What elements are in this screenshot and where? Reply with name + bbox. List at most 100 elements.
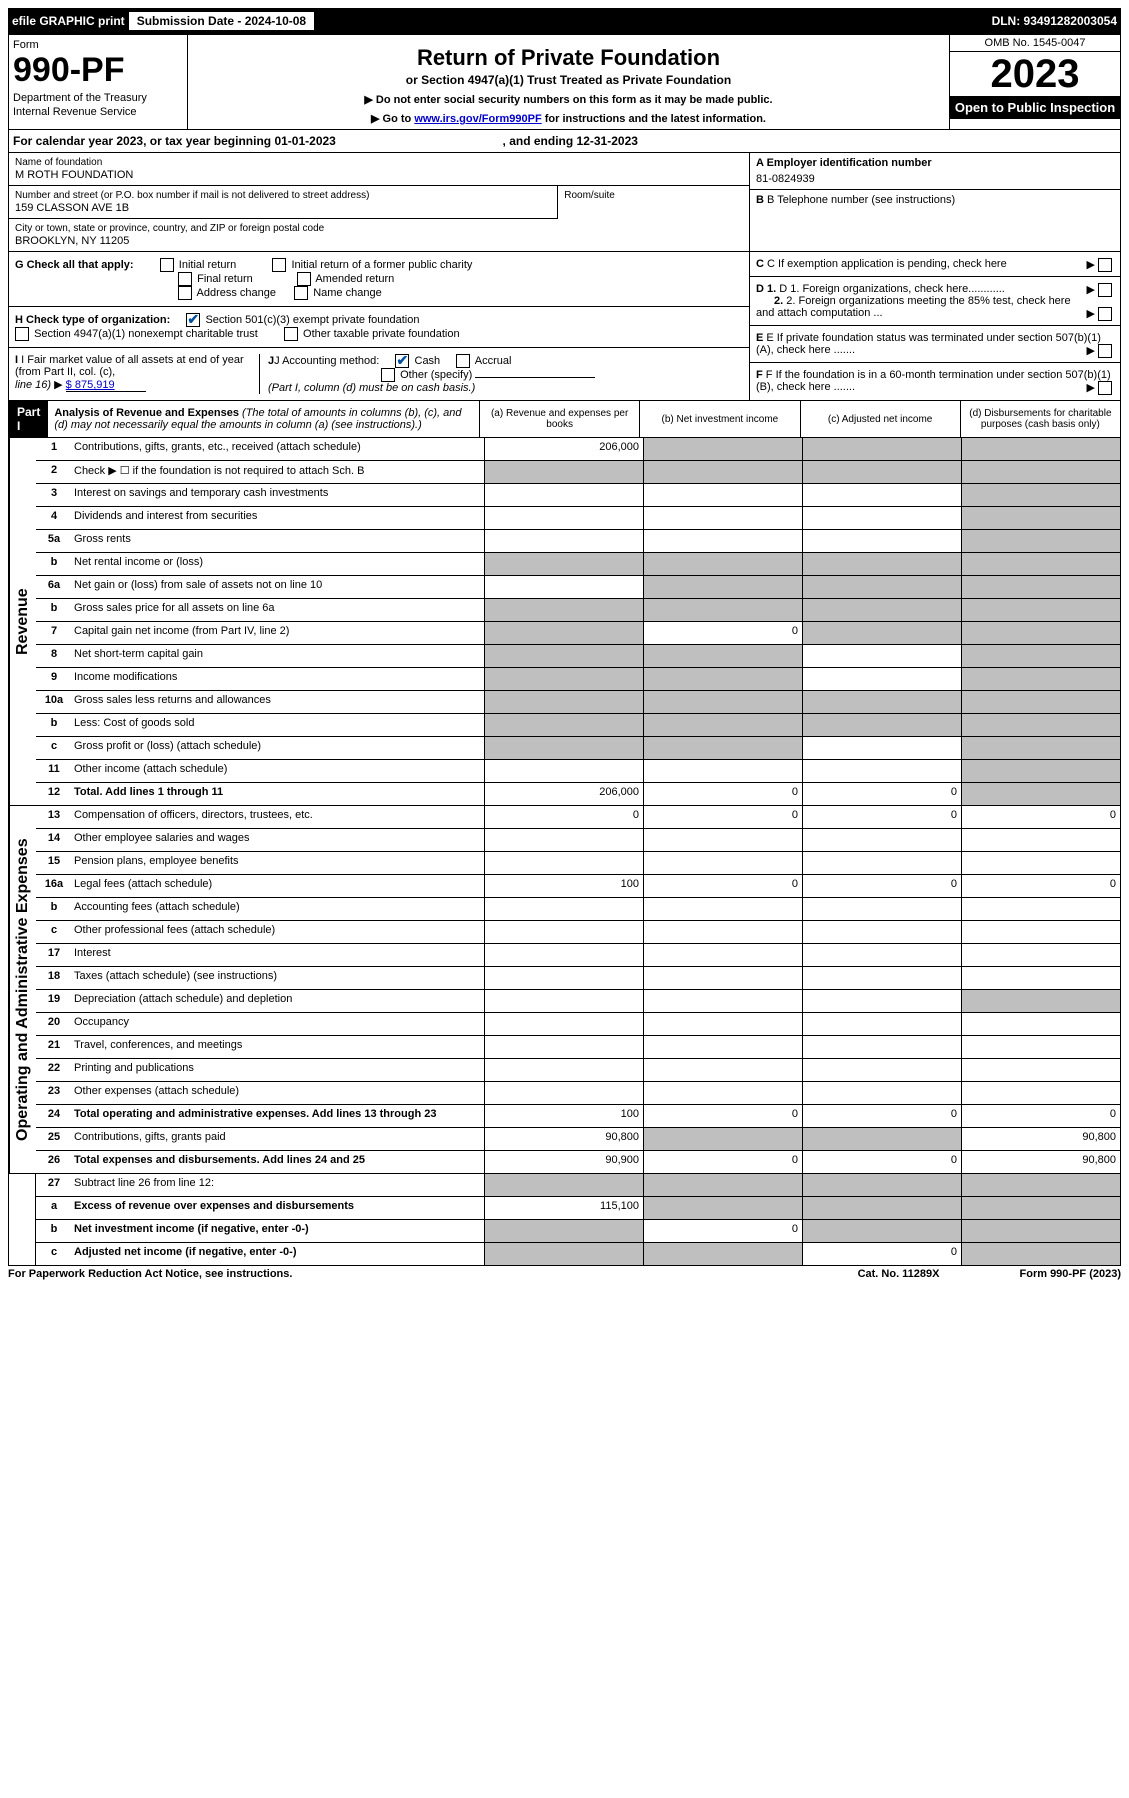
table-row: bGross sales price for all assets on lin… <box>36 599 1120 622</box>
line-number: 6a <box>36 576 72 598</box>
value-cell <box>803 944 962 966</box>
foundation-name: M ROTH FOUNDATION <box>15 169 743 181</box>
value-cell <box>803 1174 962 1196</box>
value-cell <box>644 829 803 851</box>
value-cell <box>962 1197 1120 1219</box>
submission-date: Submission Date - 2024-10-08 <box>129 12 314 30</box>
value-cell <box>485 553 644 575</box>
cb-name-change[interactable] <box>294 286 308 300</box>
value-cell <box>803 507 962 529</box>
value-cell <box>485 967 644 989</box>
value-cell <box>485 507 644 529</box>
value-cell <box>803 1013 962 1035</box>
table-row: bLess: Cost of goods sold <box>36 714 1120 737</box>
cb-4947[interactable] <box>15 327 29 341</box>
line-description: Interest <box>72 944 485 966</box>
value-cell <box>803 760 962 782</box>
efile-label: efile GRAPHIC print <box>12 14 125 28</box>
value-cell <box>962 1013 1120 1035</box>
line-description: Occupancy <box>72 1013 485 1035</box>
value-cell <box>485 829 644 851</box>
table-row: 19Depreciation (attach schedule) and dep… <box>36 990 1120 1013</box>
cb-d1[interactable] <box>1098 283 1112 297</box>
value-cell <box>644 1128 803 1150</box>
line-description: Depreciation (attach schedule) and deple… <box>72 990 485 1012</box>
line-number: 19 <box>36 990 72 1012</box>
cb-amended[interactable] <box>297 272 311 286</box>
value-cell <box>962 714 1120 736</box>
check-section: G Check all that apply: Initial return I… <box>8 252 1121 401</box>
line-number: 3 <box>36 484 72 506</box>
cb-cash[interactable] <box>395 354 409 368</box>
value-cell: 90,900 <box>485 1151 644 1173</box>
value-cell: 0 <box>644 622 803 644</box>
d-row: D 1. D 1. Foreign organizations, check h… <box>750 277 1120 326</box>
value-cell <box>644 990 803 1012</box>
line-number: b <box>36 599 72 621</box>
instr-ssn: ▶ Do not enter social security numbers o… <box>196 93 941 106</box>
col-d-hdr: (d) Disbursements for charitable purpose… <box>960 401 1120 437</box>
cb-c[interactable] <box>1098 258 1112 272</box>
value-cell <box>644 1082 803 1104</box>
value-cell <box>962 1220 1120 1242</box>
value-cell <box>644 898 803 920</box>
line-number: 4 <box>36 507 72 529</box>
footer-form: Form 990-PF (2023) <box>1020 1268 1122 1280</box>
cb-initial-return[interactable] <box>160 258 174 272</box>
value-cell <box>803 829 962 851</box>
cb-e[interactable] <box>1098 344 1112 358</box>
instr-link-row: ▶ Go to www.irs.gov/Form990PF for instru… <box>196 112 941 125</box>
value-cell <box>644 1036 803 1058</box>
cb-other-method[interactable] <box>381 368 395 382</box>
irs-link[interactable]: www.irs.gov/Form990PF <box>414 113 541 125</box>
address-value: 159 CLASSON AVE 1B <box>15 202 551 214</box>
value-cell <box>644 484 803 506</box>
cb-501c3[interactable] <box>186 313 200 327</box>
value-cell <box>644 921 803 943</box>
table-row: 16aLegal fees (attach schedule)100000 <box>36 875 1120 898</box>
value-cell <box>644 1013 803 1035</box>
value-cell <box>485 898 644 920</box>
part1-header: Part I Analysis of Revenue and Expenses … <box>8 401 1121 438</box>
line-number: b <box>36 1220 72 1242</box>
page-footer: For Paperwork Reduction Act Notice, see … <box>8 1266 1121 1282</box>
value-cell <box>803 921 962 943</box>
cb-accrual[interactable] <box>456 354 470 368</box>
tax-year-line: For calendar year 2023, or tax year begi… <box>8 130 1121 153</box>
value-cell <box>644 438 803 460</box>
value-cell <box>485 1174 644 1196</box>
value-cell <box>962 668 1120 690</box>
line-description: Gross rents <box>72 530 485 552</box>
footer-left: For Paperwork Reduction Act Notice, see … <box>8 1268 292 1280</box>
line-number: 25 <box>36 1128 72 1150</box>
value-cell <box>962 622 1120 644</box>
value-cell <box>803 461 962 483</box>
cb-initial-former[interactable] <box>272 258 286 272</box>
value-cell <box>962 898 1120 920</box>
value-cell <box>803 576 962 598</box>
line-number: 14 <box>36 829 72 851</box>
cb-f[interactable] <box>1098 381 1112 395</box>
irs-label: Internal Revenue Service <box>13 106 183 118</box>
form-header: Form 990-PF Department of the Treasury I… <box>8 34 1121 130</box>
line-description: Total. Add lines 1 through 11 <box>72 783 485 805</box>
table-row: 11Other income (attach schedule) <box>36 760 1120 783</box>
col-c-hdr: (c) Adjusted net income <box>800 401 960 437</box>
table-row: 1Contributions, gifts, grants, etc., rec… <box>36 438 1120 461</box>
value-cell <box>962 576 1120 598</box>
value-cell <box>485 1013 644 1035</box>
cb-other-taxable[interactable] <box>284 327 298 341</box>
value-cell <box>962 760 1120 782</box>
cb-final-return[interactable] <box>178 272 192 286</box>
cb-d2[interactable] <box>1098 307 1112 321</box>
value-cell <box>644 714 803 736</box>
cb-address-change[interactable] <box>178 286 192 300</box>
form-title: Return of Private Foundation <box>196 45 941 71</box>
value-cell: 0 <box>644 875 803 897</box>
line-description: Other employee salaries and wages <box>72 829 485 851</box>
fmv-value[interactable]: $ 875,919 <box>66 379 146 392</box>
value-cell <box>485 1220 644 1242</box>
value-cell: 90,800 <box>962 1128 1120 1150</box>
line-description: Dividends and interest from securities <box>72 507 485 529</box>
line-number: 17 <box>36 944 72 966</box>
